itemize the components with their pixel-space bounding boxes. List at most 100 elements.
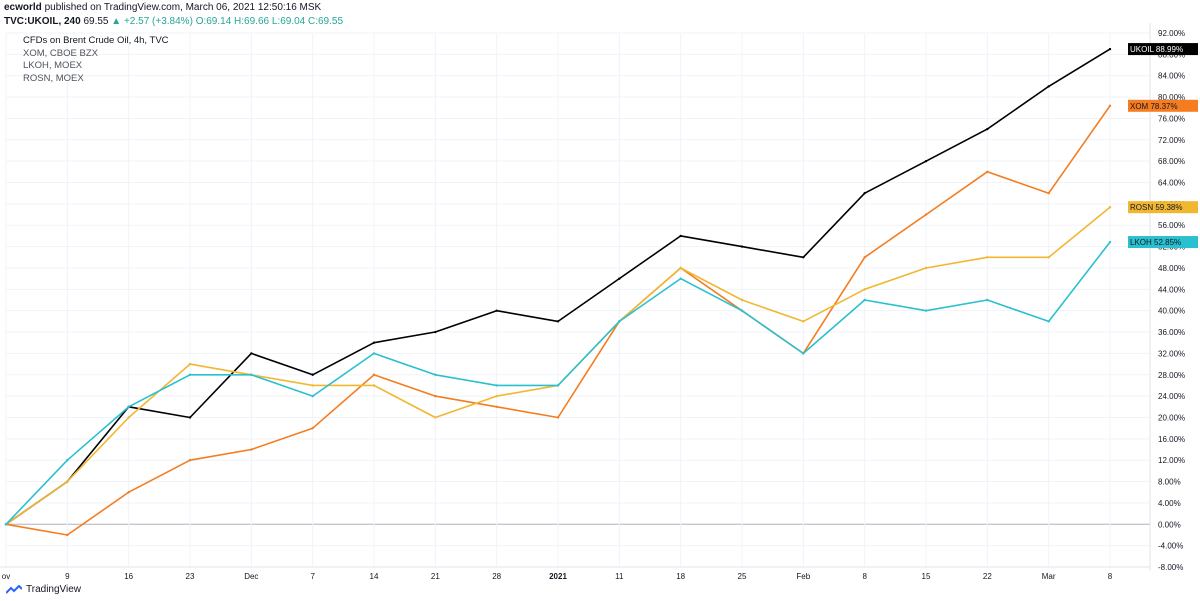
data-point-xom [311, 426, 314, 430]
y-tick-label: 92.00% [1158, 29, 1185, 38]
data-point-rosn [372, 384, 376, 387]
price-change: ▲ +2.57 (+3.84%) [111, 16, 193, 27]
data-point-rosn [740, 298, 744, 302]
data-point-rosn [188, 362, 192, 366]
x-tick-label: ov [2, 572, 10, 581]
data-point-lkoh [188, 373, 192, 376]
data-point-xom [1108, 104, 1112, 107]
data-point-xom [556, 416, 560, 419]
x-tick-label: Mar [1042, 572, 1056, 581]
x-tick-label: Feb [796, 572, 810, 581]
data-point-lkoh [863, 298, 866, 302]
data-point-lkoh [740, 309, 744, 312]
y-tick-label: 40.00% [1158, 307, 1185, 316]
y-axis: 92.00%88.00%84.00%80.00%76.00%72.00%68.0… [1149, 23, 1185, 572]
data-point-lkoh [250, 373, 253, 376]
y-tick-label: 68.00% [1158, 157, 1185, 166]
legend-main-series[interactable]: CFDs on Brent Crude Oil, 4h, TVC [23, 35, 169, 46]
last-value-text-rosn: ROSN 59.38% [1130, 203, 1182, 212]
data-point-lkoh [618, 320, 621, 323]
y-tick-label: -8.00% [1158, 563, 1183, 572]
data-point-ukoil [495, 309, 498, 312]
data-point-lkoh [556, 384, 560, 387]
last-value-label-rosn [1128, 201, 1198, 214]
data-point-rosn [127, 416, 130, 419]
publish-header: ecworld published on TradingView.com, Ma… [4, 1, 343, 29]
y-tick-label: 4.00% [1158, 499, 1181, 508]
y-tick-label: 0.00% [1158, 520, 1181, 529]
x-tick-label: 14 [370, 572, 379, 581]
data-point-lkoh [311, 394, 314, 398]
x-tick-label: 25 [738, 572, 747, 581]
x-tick-label: 28 [492, 572, 501, 581]
data-point-xom [1047, 192, 1050, 195]
data-point-ukoil [311, 373, 314, 376]
data-point-ukoil [618, 277, 621, 280]
y-tick-label: 24.00% [1158, 392, 1185, 401]
legend-xom[interactable]: XOM, CBOE BZX [23, 47, 98, 59]
data-point-rosn [1047, 256, 1050, 259]
data-point-ukoil [924, 159, 928, 163]
x-tick-label: 23 [186, 572, 195, 581]
last-value-label-ukoil [1128, 43, 1198, 56]
price-value: 69.55 [83, 16, 109, 27]
data-point-lkoh [372, 352, 376, 355]
x-tick-label: 18 [676, 572, 685, 581]
data-point-ukoil [434, 330, 437, 334]
data-point-xom [127, 491, 130, 494]
x-tick-label: 15 [922, 572, 931, 581]
data-point-rosn [434, 416, 437, 419]
data-point-lkoh [127, 405, 130, 408]
last-value-text-xom: XOM 78.37% [1130, 102, 1178, 111]
y-tick-label: 80.00% [1158, 93, 1185, 102]
data-point-xom [924, 213, 928, 216]
x-tick-label: 22 [983, 572, 992, 581]
price-change-value: +2.57 (+3.84%) [123, 16, 193, 27]
data-point-rosn [1108, 205, 1112, 209]
data-point-lkoh [434, 373, 437, 376]
legend-rosn[interactable]: ROSN, MOEX [23, 72, 84, 84]
y-tick-label: 72.00% [1158, 136, 1185, 145]
x-tick-label: 7 [310, 572, 315, 581]
last-value-label-xom [1128, 99, 1198, 112]
tradingview-footer[interactable]: TradingView [6, 584, 81, 595]
tradingview-logo-icon [6, 584, 22, 594]
data-point-ukoil [372, 341, 376, 344]
data-point-lkoh [924, 309, 928, 312]
legend-lkoh[interactable]: LKOH, MOEX [23, 60, 83, 71]
data-point-lkoh [802, 352, 805, 355]
data-point-rosn [311, 384, 314, 387]
last-value-text-ukoil: UKOIL 88.99% [1130, 45, 1183, 54]
data-point-ukoil [740, 245, 744, 248]
data-point-lkoh [1047, 320, 1050, 323]
y-tick-label: 32.00% [1158, 349, 1185, 358]
data-point-rosn [679, 266, 682, 270]
x-tick-label: 2021 [549, 572, 567, 581]
ohlc-values: O:69.14 H:69.66 L:69.04 C:69.55 [195, 16, 344, 27]
x-axis: ov 9 16 23 Dec 7 14 21 28 2021 11 18 25 Feb 8 15 22 Mar 8 [0, 566, 1150, 581]
x-tick-label: 16 [124, 572, 133, 581]
x-tick-label: 9 [65, 572, 70, 581]
data-point-ukoil [1108, 47, 1112, 51]
y-tick-label: 12.00% [1158, 456, 1185, 465]
x-tick-label: 8 [1108, 572, 1113, 581]
y-tick-label: 8.00% [1158, 478, 1181, 487]
data-point-xom [863, 256, 866, 259]
symbol-label: TVC:UKOIL, 240 [4, 16, 81, 27]
data-point-rosn [924, 266, 928, 270]
grid-lines [5, 32, 1150, 568]
data-point-rosn [802, 320, 805, 323]
y-tick-label: 44.00% [1158, 285, 1185, 294]
data-point-rosn [495, 394, 498, 398]
data-point-ukoil [556, 320, 560, 323]
data-point-lkoh [495, 384, 498, 387]
y-tick-label: 36.00% [1158, 328, 1185, 337]
data-point-xom [372, 373, 376, 376]
data-point-ukoil [250, 352, 253, 355]
data-point-rosn [986, 256, 989, 259]
last-value-label-lkoh [1128, 236, 1198, 249]
data-point-rosn [863, 288, 866, 291]
y-tick-label: 76.00% [1158, 114, 1185, 123]
last-value-text-lkoh: LKOH 52.85% [1130, 238, 1181, 247]
